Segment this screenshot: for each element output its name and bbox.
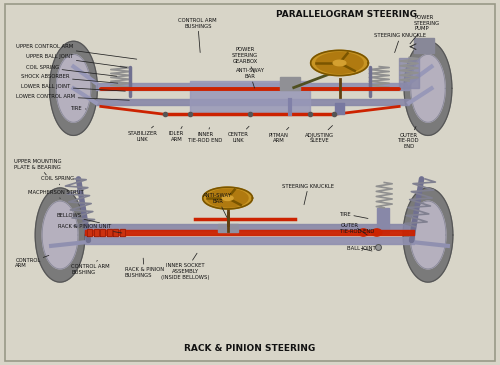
Polygon shape (399, 58, 419, 88)
Text: CONTROL
ARM: CONTROL ARM (16, 255, 49, 268)
Text: STEERING KNUCKLE: STEERING KNUCKLE (374, 33, 426, 53)
Polygon shape (42, 201, 78, 269)
Text: OUTER
TIE-ROD END: OUTER TIE-ROD END (340, 223, 374, 235)
Text: RACK & PINION
BUSHINGS: RACK & PINION BUSHINGS (124, 258, 164, 278)
Text: SHOCK ABSORBER: SHOCK ABSORBER (22, 74, 118, 83)
Polygon shape (280, 77, 299, 90)
Text: BELLOWS: BELLOWS (56, 213, 100, 223)
Polygon shape (411, 54, 445, 122)
Polygon shape (410, 201, 446, 269)
Text: LOWER CONTROL ARM: LOWER CONTROL ARM (16, 94, 130, 100)
Polygon shape (100, 229, 105, 236)
Polygon shape (377, 208, 389, 233)
Text: TIRE: TIRE (71, 107, 86, 111)
Text: COIL SPRING: COIL SPRING (41, 176, 74, 185)
Text: CONTROL ARM
BUSHING: CONTROL ARM BUSHING (71, 260, 110, 275)
Text: BALL JOINT: BALL JOINT (347, 246, 376, 251)
Text: ADJUSTING
SLEEVE: ADJUSTING SLEEVE (305, 126, 334, 143)
Polygon shape (208, 189, 248, 207)
Text: CONTROL ARM
BUSHINGS: CONTROL ARM BUSHINGS (178, 18, 217, 53)
Polygon shape (120, 229, 124, 236)
Text: UPPER CONTROL ARM: UPPER CONTROL ARM (16, 44, 136, 59)
Text: INNER
TIE-ROD END: INNER TIE-ROD END (188, 128, 222, 143)
Polygon shape (404, 41, 452, 135)
Text: CENTER
LINK: CENTER LINK (228, 126, 249, 143)
Text: RACK & PINION STEERING: RACK & PINION STEERING (184, 345, 316, 353)
Polygon shape (333, 60, 346, 66)
Text: UPPER BALL JOINT: UPPER BALL JOINT (26, 54, 127, 68)
Text: RACK & PINION UNIT: RACK & PINION UNIT (58, 224, 122, 233)
Text: ANTI-SWAY
BAR: ANTI-SWAY BAR (203, 193, 232, 218)
Text: UPPER MOUNTING
PLATE & BEARING: UPPER MOUNTING PLATE & BEARING (14, 159, 62, 175)
Polygon shape (222, 196, 233, 200)
Polygon shape (218, 224, 238, 233)
Polygon shape (203, 187, 252, 209)
Text: LOWER BALL JOINT: LOWER BALL JOINT (22, 84, 126, 91)
Text: STABILIZER
LINK: STABILIZER LINK (127, 126, 157, 142)
Text: STEERING KNUCKLE: STEERING KNUCKLE (282, 184, 335, 205)
Text: IDLER
ARM: IDLER ARM (169, 127, 184, 142)
Polygon shape (414, 38, 434, 53)
Text: OUTER
TIE-ROD
END: OUTER TIE-ROD END (398, 127, 420, 149)
Text: PITMAN
ARM: PITMAN ARM (269, 127, 289, 143)
Text: INNER SOCKET
ASSEMBLY
(INSIDE BELLOWS): INNER SOCKET ASSEMBLY (INSIDE BELLOWS) (161, 253, 210, 280)
Polygon shape (316, 53, 363, 73)
Text: POWER
STEERING
PUMP: POWER STEERING PUMP (410, 15, 440, 44)
Text: PARALLELOGRAM STEERING: PARALLELOGRAM STEERING (276, 11, 418, 19)
Polygon shape (403, 188, 453, 282)
Text: ANTI-SWAY
BAR: ANTI-SWAY BAR (236, 68, 264, 88)
Text: POWER
STEERING
GEARBOX: POWER STEERING GEARBOX (232, 47, 258, 73)
Polygon shape (107, 229, 112, 236)
Polygon shape (50, 41, 98, 135)
Polygon shape (114, 229, 118, 236)
Text: MACPHERSON STRUT: MACPHERSON STRUT (28, 190, 84, 199)
Text: TIRE: TIRE (340, 211, 368, 219)
Polygon shape (88, 229, 92, 236)
Circle shape (372, 229, 382, 236)
Polygon shape (35, 188, 85, 282)
Polygon shape (56, 54, 90, 122)
Text: COIL SPRING: COIL SPRING (26, 65, 117, 76)
Polygon shape (310, 50, 368, 76)
Circle shape (358, 229, 368, 236)
Polygon shape (94, 229, 99, 236)
